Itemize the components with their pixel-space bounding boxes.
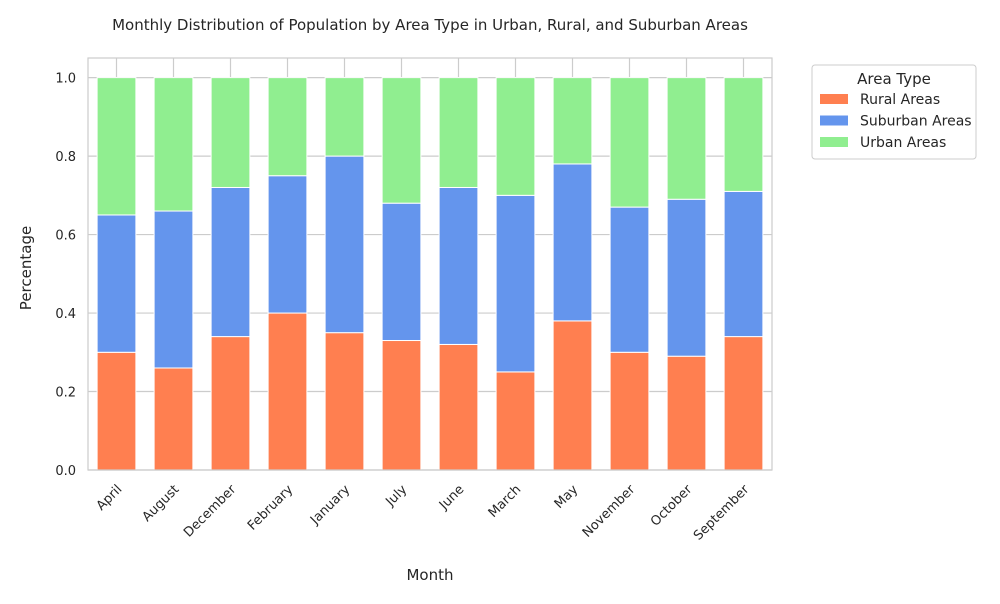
bar-segment — [210, 336, 251, 471]
bar-segment — [324, 155, 365, 334]
bars-layer — [96, 77, 764, 471]
legend-swatch — [820, 94, 848, 104]
x-tick-label: January — [307, 482, 353, 528]
bar-segment — [381, 340, 422, 471]
bar-segment — [552, 320, 593, 471]
bar-segment — [666, 355, 707, 471]
x-tick-label: June — [436, 482, 467, 513]
legend-items: Rural Areas Suburban Areas Urban Areas — [820, 92, 972, 151]
x-tick-label: February — [245, 482, 297, 534]
bar-segment — [609, 351, 650, 471]
bar-segment — [267, 312, 308, 471]
bar-segment — [96, 351, 137, 471]
bar-segment — [723, 190, 764, 338]
legend-frame — [811, 64, 977, 160]
bar-segment — [267, 77, 308, 177]
bar-segment — [381, 202, 422, 342]
bar-segment — [495, 371, 536, 471]
y-axis-label: Percentage — [17, 226, 35, 310]
bar-segment — [324, 77, 365, 157]
legend-swatch — [820, 137, 848, 147]
bar-segment — [210, 186, 251, 338]
bar-segment — [438, 186, 479, 345]
x-tick-label: September — [691, 482, 753, 544]
y-tick-label: 0.2 — [55, 386, 76, 401]
bar-segment — [210, 77, 251, 188]
bar-segment — [324, 332, 365, 471]
bar-segment — [96, 77, 137, 216]
bar-segment — [723, 336, 764, 471]
legend-label: Suburban Areas — [860, 114, 972, 130]
bar-segment — [153, 210, 194, 369]
bar-segment — [153, 77, 194, 212]
legend-label: Rural Areas — [860, 92, 940, 108]
y-tick-label: 0.6 — [55, 229, 76, 244]
legend-swatch — [820, 115, 848, 126]
bar-segment — [666, 77, 707, 200]
bar-segment — [609, 77, 650, 208]
bar-segment — [153, 367, 194, 471]
bar-segment — [666, 198, 707, 357]
bar-segment — [381, 77, 422, 204]
bar-segment — [495, 194, 536, 373]
x-tick-label: April — [94, 482, 126, 514]
x-tick-label: August — [140, 482, 183, 525]
x-tick-label: March — [486, 482, 525, 521]
x-tick-label: July — [382, 482, 410, 510]
bar-segment — [723, 77, 764, 192]
legend-label: Urban Areas — [860, 135, 946, 151]
bar-segment — [438, 343, 479, 471]
y-tick-label: 1.0 — [55, 72, 76, 87]
legend-title: Area Type — [857, 70, 931, 88]
x-axis-label: Month — [406, 566, 453, 584]
x-tick-label: November — [580, 482, 639, 541]
y-tick-label: 0.8 — [55, 150, 76, 165]
bar-segment — [609, 206, 650, 353]
x-tick-label: December — [181, 482, 240, 541]
legend: Area Type Rural Areas Suburban Areas Urban… — [811, 64, 977, 160]
bar-segment — [96, 214, 137, 353]
bar-segment — [267, 175, 308, 314]
chart-title: Monthly Distribution of Population by Ar… — [112, 16, 748, 34]
bar-segment — [438, 77, 479, 188]
x-tick-label: October — [648, 482, 696, 530]
x-tick-label: May — [552, 482, 582, 512]
bar-segment — [552, 163, 593, 322]
bar-segment — [495, 77, 536, 196]
bar-segment — [552, 77, 593, 165]
y-tick-label: 0.4 — [55, 307, 76, 322]
y-tick-label: 0.0 — [55, 464, 76, 479]
plot-frame — [87, 57, 773, 471]
